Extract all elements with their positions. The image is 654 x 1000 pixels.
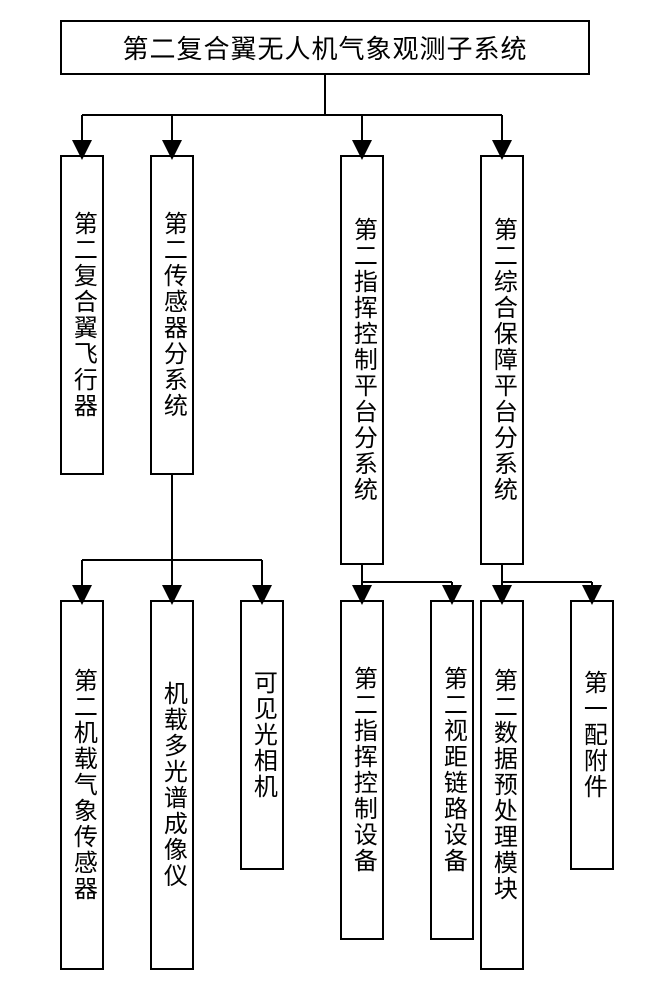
l1-box-command: 第二指挥控制平台分系统 xyxy=(340,155,384,565)
l2-box-sensor-met: 第二机载气象传感器 xyxy=(60,600,104,970)
l2-label: 第二数据预处理模块 xyxy=(488,668,517,902)
l2-box-sup-acc: 第一配附件 xyxy=(570,600,614,870)
l2-box-cmd-ctrl: 第二指挥控制设备 xyxy=(340,600,384,940)
l2-label: 第二视距链路设备 xyxy=(438,666,467,874)
l1-label: 第二综合保障平台分系统 xyxy=(488,217,517,503)
l1-label: 第二复合翼飞行器 xyxy=(68,211,97,419)
l1-label: 第二指挥控制平台分系统 xyxy=(348,217,377,503)
root-box: 第二复合翼无人机气象观测子系统 xyxy=(60,20,590,75)
l2-label: 第二机载气象传感器 xyxy=(68,668,97,902)
l2-label: 第一配附件 xyxy=(578,670,607,800)
l2-box-sensor-cam: 可见光相机 xyxy=(240,600,284,870)
l2-box-sensor-spec: 机载多光谱成像仪 xyxy=(150,600,194,970)
l1-box-aircraft: 第二复合翼飞行器 xyxy=(60,155,104,475)
l2-label: 可见光相机 xyxy=(248,670,277,800)
root-label: 第二复合翼无人机气象观测子系统 xyxy=(122,29,527,66)
l2-box-sup-data: 第二数据预处理模块 xyxy=(480,600,524,970)
l2-label: 机载多光谱成像仪 xyxy=(158,681,187,889)
l1-label: 第二传感器分系统 xyxy=(158,211,187,419)
l2-box-cmd-link: 第二视距链路设备 xyxy=(430,600,474,940)
l2-label: 第二指挥控制设备 xyxy=(348,666,377,874)
l1-box-sensor: 第二传感器分系统 xyxy=(150,155,194,475)
l1-box-support: 第二综合保障平台分系统 xyxy=(480,155,524,565)
